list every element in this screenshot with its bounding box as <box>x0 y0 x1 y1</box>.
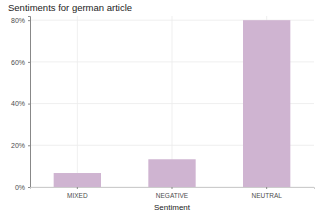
y-tick: 20% <box>11 142 30 149</box>
y-tick: 80% <box>11 17 30 24</box>
x-tick-mark <box>172 187 173 189</box>
y-tick-label: 40% <box>11 100 25 107</box>
y-axis-line <box>28 17 31 188</box>
x-tick: NEGATIVE <box>156 187 189 199</box>
y-axis: 0% 20% 40% 60% 80% <box>11 17 31 191</box>
x-tick: MIXED <box>67 187 88 199</box>
bar <box>243 20 290 187</box>
y-tick: 60% <box>11 59 30 66</box>
x-tick-mark <box>266 187 267 189</box>
y-tick-label: 0% <box>15 184 25 191</box>
x-tick-label: NEGATIVE <box>156 192 189 199</box>
bar <box>148 159 195 187</box>
x-tick-mark <box>77 187 78 189</box>
y-tick-label: 80% <box>11 17 25 24</box>
y-tick-mark <box>28 145 30 146</box>
x-axis: MIXED NEGATIVE NEUTRAL <box>31 187 315 199</box>
title: Sentiments for german article <box>8 2 132 13</box>
bar <box>54 173 101 187</box>
y-tick-mark <box>28 104 30 105</box>
x-tick-label: NEUTRAL <box>251 192 282 199</box>
y-tick: 40% <box>11 100 30 107</box>
bars <box>54 20 291 187</box>
x-tick: NEUTRAL <box>251 187 282 199</box>
y-tick-mark <box>28 62 30 63</box>
grid-line-x <box>77 16 78 187</box>
x-axis-title: Sentiment <box>154 203 191 212</box>
grid <box>30 16 314 187</box>
y-tick: 0% <box>15 184 30 191</box>
x-tick-label: MIXED <box>67 192 88 199</box>
y-tick-mark <box>28 20 30 21</box>
y-tick-label: 20% <box>11 142 25 149</box>
chart: 0% 20% 40% 60% 80% MIXED NEGATIVE NEUTRAL Sentim… <box>0 0 320 214</box>
y-tick-label: 60% <box>11 59 25 66</box>
y-tick-mark <box>28 187 30 188</box>
x-axis-line <box>31 188 315 190</box>
